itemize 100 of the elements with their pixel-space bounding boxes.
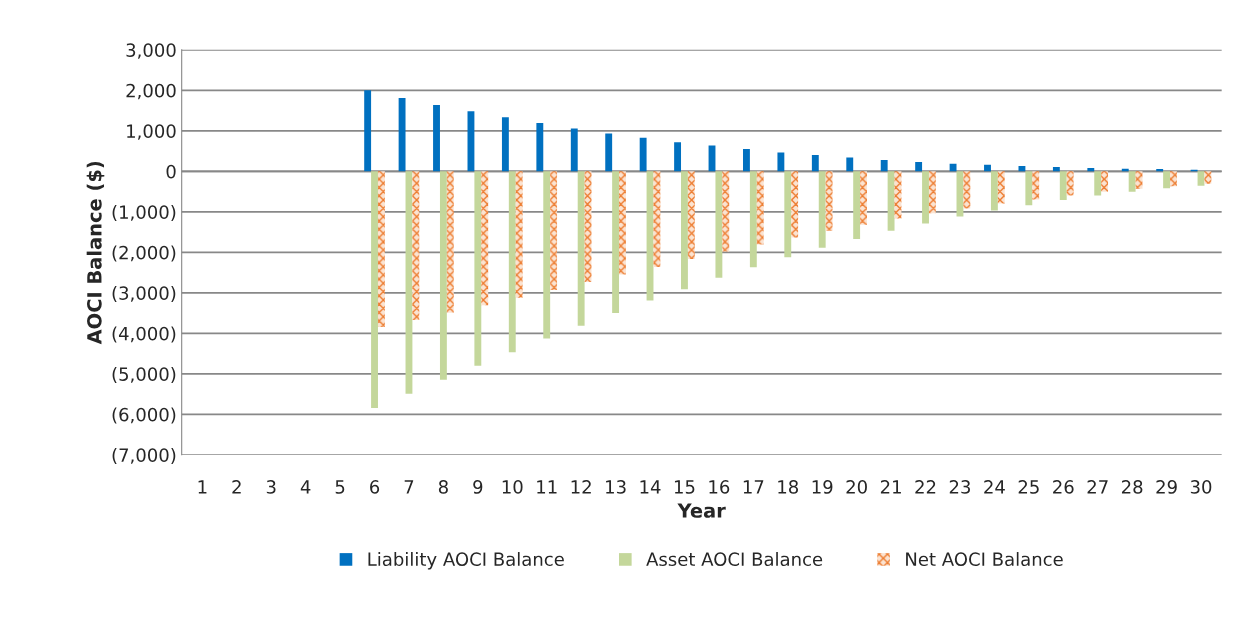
x-tick-label: 29 xyxy=(1156,480,1177,494)
legend-label: Liability AOCI Balance xyxy=(368,552,564,570)
bar xyxy=(1018,166,1026,172)
bar xyxy=(1059,171,1067,201)
bar xyxy=(605,133,613,172)
bar xyxy=(997,171,1005,204)
bar xyxy=(1156,169,1164,172)
x-axis-title: Year xyxy=(677,503,726,518)
bar xyxy=(377,171,385,328)
bar xyxy=(412,171,420,320)
bar xyxy=(1170,171,1177,187)
bar xyxy=(915,162,923,172)
x-tick-label: 6 xyxy=(370,480,380,494)
bar xyxy=(756,171,764,245)
y-tick-label: (1,000) xyxy=(112,204,176,222)
bar xyxy=(612,171,620,314)
x-tick-label: 15 xyxy=(674,480,695,494)
x-tick-label: 14 xyxy=(640,480,661,494)
y-tick-label: 3,000 xyxy=(126,43,176,59)
x-tick-label: 3 xyxy=(266,480,276,494)
bar xyxy=(990,171,998,211)
bar xyxy=(543,171,551,339)
bar xyxy=(1204,171,1212,184)
x-tick-label: 25 xyxy=(1018,480,1039,494)
bar xyxy=(577,171,585,326)
bar xyxy=(1052,167,1060,172)
x-tick-label: 21 xyxy=(880,480,901,494)
x-tick-label: 30 xyxy=(1190,480,1212,494)
legend-label: Asset AOCI Balance xyxy=(646,552,823,567)
bar xyxy=(1197,171,1205,186)
x-tick-label: 17 xyxy=(743,480,764,494)
bar xyxy=(1032,171,1040,200)
x-tick-label: 4 xyxy=(300,480,311,494)
bar xyxy=(922,171,929,224)
x-tick-label: 2 xyxy=(232,480,241,494)
x-tick-label: 16 xyxy=(709,480,730,494)
y-tick-label: (3,000) xyxy=(112,285,176,303)
y-tick-label: 2,000 xyxy=(126,83,176,100)
bar xyxy=(639,137,647,172)
bar xyxy=(1163,171,1171,189)
bar xyxy=(1025,171,1033,206)
bar xyxy=(674,142,682,172)
bar xyxy=(501,117,509,172)
bar xyxy=(570,128,578,172)
x-tick-label: 19 xyxy=(812,480,833,494)
bar xyxy=(681,171,688,290)
y-tick-label: 1,000 xyxy=(127,124,176,140)
x-tick-label: 5 xyxy=(335,480,345,494)
x-tick-label: 26 xyxy=(1053,480,1074,494)
x-tick-label: 13 xyxy=(606,480,626,494)
bar xyxy=(536,122,544,172)
bar xyxy=(749,171,757,268)
bar xyxy=(446,171,454,313)
bar xyxy=(433,105,440,172)
bar xyxy=(371,171,378,409)
bar xyxy=(743,149,750,172)
x-tick-label: 18 xyxy=(778,480,799,494)
bar xyxy=(364,90,372,172)
y-tick-label: (6,000) xyxy=(112,407,176,424)
bar xyxy=(825,171,833,231)
y-tick-label: (5,000) xyxy=(112,366,176,384)
bar xyxy=(687,171,695,259)
y-tick-label: (2,000) xyxy=(112,245,176,262)
bar xyxy=(853,171,861,239)
x-tick-label: 8 xyxy=(438,480,448,494)
x-tick-label: 28 xyxy=(1121,480,1143,494)
x-tick-label: 11 xyxy=(537,480,557,494)
x-tick-label: 12 xyxy=(571,480,591,494)
bar xyxy=(818,171,826,248)
x-tick-label: 27 xyxy=(1087,480,1108,494)
bar xyxy=(439,171,447,380)
bar xyxy=(474,171,482,366)
x-tick-label: 24 xyxy=(984,480,1005,494)
bar xyxy=(949,163,957,172)
y-tick-label: (4,000) xyxy=(112,326,176,343)
bar xyxy=(777,152,785,172)
bar xyxy=(715,171,723,278)
x-tick-label: 10 xyxy=(502,480,523,494)
bar xyxy=(515,171,523,298)
y-tick-label: (7,000) xyxy=(112,447,176,465)
x-tick-label: 7 xyxy=(404,480,414,494)
bar xyxy=(887,171,895,231)
bar xyxy=(508,171,516,353)
bar xyxy=(791,171,799,238)
bar xyxy=(1094,171,1102,196)
bar xyxy=(1101,171,1109,192)
bar xyxy=(1135,171,1143,189)
bar xyxy=(811,154,819,172)
legend-label: Net AOCI Balance xyxy=(906,552,1063,567)
bar xyxy=(653,171,661,268)
bar xyxy=(963,171,971,209)
bar xyxy=(722,171,730,252)
x-tick-label: 9 xyxy=(473,480,483,494)
x-tick-label: 20 xyxy=(846,480,867,494)
x-tick-label: 23 xyxy=(949,480,970,494)
bar xyxy=(880,159,888,172)
bar xyxy=(398,98,406,172)
x-tick-label: 1 xyxy=(198,480,207,494)
y-tick-label: 0 xyxy=(166,164,176,179)
y-axis-title: AOCI Balance ($) xyxy=(86,161,105,345)
